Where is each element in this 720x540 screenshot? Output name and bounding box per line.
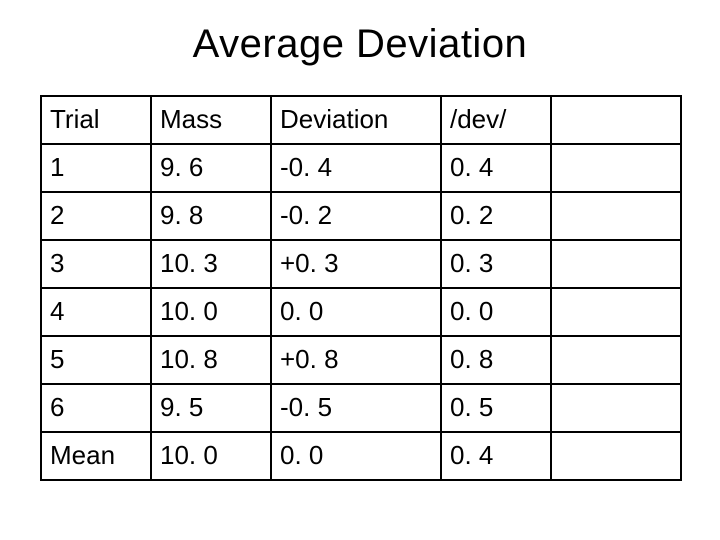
cell-absdev: 0. 5 (441, 384, 551, 432)
table-header-row: Trial Mass Deviation /dev/ (41, 96, 681, 144)
cell-trial: 5 (41, 336, 151, 384)
table-row: 5 10. 8 +0. 8 0. 8 (41, 336, 681, 384)
cell-mass: 9. 5 (151, 384, 271, 432)
cell-deviation: +0. 8 (271, 336, 441, 384)
table-row-mean: Mean 10. 0 0. 0 0. 4 (41, 432, 681, 480)
table-row: 1 9. 6 -0. 4 0. 4 (41, 144, 681, 192)
cell-deviation: 0. 0 (271, 432, 441, 480)
cell-trial: 4 (41, 288, 151, 336)
table-row: 6 9. 5 -0. 5 0. 5 (41, 384, 681, 432)
cell-absdev: 0. 2 (441, 192, 551, 240)
cell-mass: 9. 6 (151, 144, 271, 192)
cell-empty (551, 384, 681, 432)
cell-absdev: 0. 8 (441, 336, 551, 384)
col-header-mass: Mass (151, 96, 271, 144)
cell-absdev: 0. 0 (441, 288, 551, 336)
table-container: Trial Mass Deviation /dev/ 1 9. 6 -0. 4 … (40, 95, 680, 481)
cell-trial: 6 (41, 384, 151, 432)
table-row: 3 10. 3 +0. 3 0. 3 (41, 240, 681, 288)
cell-empty (551, 240, 681, 288)
cell-mass: 10. 3 (151, 240, 271, 288)
table-row: 4 10. 0 0. 0 0. 0 (41, 288, 681, 336)
col-header-deviation: Deviation (271, 96, 441, 144)
cell-empty (551, 336, 681, 384)
cell-deviation: -0. 5 (271, 384, 441, 432)
cell-empty (551, 432, 681, 480)
cell-empty (551, 192, 681, 240)
col-header-empty (551, 96, 681, 144)
cell-mass: 10. 8 (151, 336, 271, 384)
cell-deviation: +0. 3 (271, 240, 441, 288)
cell-trial: 2 (41, 192, 151, 240)
cell-deviation: -0. 4 (271, 144, 441, 192)
cell-absdev: 0. 4 (441, 432, 551, 480)
cell-trial: Mean (41, 432, 151, 480)
table-row: 2 9. 8 -0. 2 0. 2 (41, 192, 681, 240)
cell-mass: 10. 0 (151, 288, 271, 336)
cell-trial: 1 (41, 144, 151, 192)
cell-mass: 9. 8 (151, 192, 271, 240)
col-header-trial: Trial (41, 96, 151, 144)
slide: Average Deviation Trial Mass Deviation /… (0, 0, 720, 540)
cell-trial: 3 (41, 240, 151, 288)
cell-empty (551, 288, 681, 336)
cell-absdev: 0. 3 (441, 240, 551, 288)
cell-mass: 10. 0 (151, 432, 271, 480)
data-table: Trial Mass Deviation /dev/ 1 9. 6 -0. 4 … (40, 95, 682, 481)
col-header-absdev: /dev/ (441, 96, 551, 144)
cell-empty (551, 144, 681, 192)
cell-absdev: 0. 4 (441, 144, 551, 192)
cell-deviation: -0. 2 (271, 192, 441, 240)
cell-deviation: 0. 0 (271, 288, 441, 336)
page-title: Average Deviation (0, 22, 720, 67)
